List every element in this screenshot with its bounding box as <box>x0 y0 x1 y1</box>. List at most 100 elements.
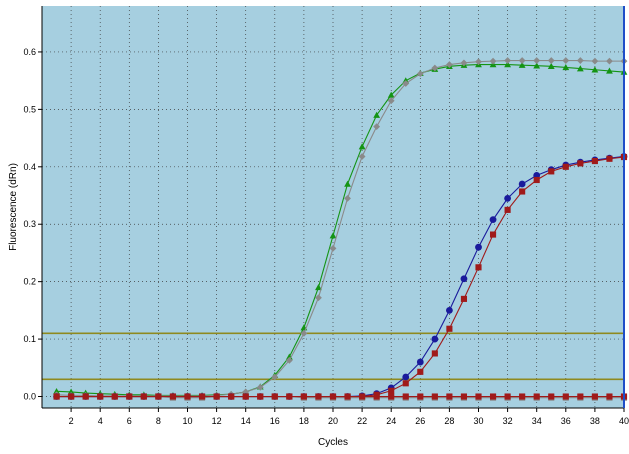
series-line <box>56 60 624 397</box>
data-point <box>198 393 206 400</box>
data-point <box>562 57 570 64</box>
data-point <box>591 393 598 400</box>
data-point <box>606 155 613 162</box>
data-point <box>519 188 526 195</box>
data-point <box>504 61 511 68</box>
data-point <box>286 393 293 400</box>
data-point <box>518 61 526 68</box>
data-point <box>271 373 279 381</box>
series-6 <box>53 393 628 400</box>
x-tick-label: 26 <box>415 416 425 426</box>
data-point <box>402 380 409 387</box>
data-point <box>591 66 599 73</box>
data-point <box>67 388 75 395</box>
data-point <box>591 57 599 65</box>
data-point <box>315 393 322 400</box>
data-point <box>402 393 409 400</box>
data-point <box>256 383 264 391</box>
data-point <box>242 393 249 400</box>
data-point <box>460 393 468 400</box>
data-point <box>446 61 453 68</box>
data-point <box>140 393 147 400</box>
data-point <box>97 393 104 400</box>
data-point <box>169 393 177 400</box>
data-point <box>358 143 366 150</box>
y-tick-label: 0.1 <box>23 334 36 344</box>
data-point <box>388 387 395 394</box>
data-point <box>417 368 424 375</box>
data-point <box>446 393 453 400</box>
data-point <box>126 393 133 400</box>
data-point <box>387 91 395 98</box>
data-point <box>155 393 162 400</box>
data-point <box>300 393 307 400</box>
y-axis-title: Fluorescence (dRn) <box>8 163 19 251</box>
data-point <box>489 231 497 238</box>
x-tick-label: 16 <box>270 416 280 426</box>
x-tick-label: 32 <box>503 416 513 426</box>
y-tick-label: 0.0 <box>23 392 36 402</box>
data-point <box>460 295 468 302</box>
data-point <box>387 97 395 105</box>
data-point <box>68 393 75 400</box>
data-point <box>533 57 541 64</box>
data-point <box>402 80 410 87</box>
data-point <box>344 194 351 202</box>
data-point <box>431 64 439 72</box>
y-tick-label: 0.2 <box>23 277 36 287</box>
data-point <box>548 168 555 175</box>
data-point <box>315 294 322 302</box>
x-tick-label: 38 <box>590 416 600 426</box>
x-tick-label: 4 <box>98 416 103 426</box>
data-point <box>373 393 380 400</box>
data-point <box>213 393 220 400</box>
x-tick-label: 10 <box>182 416 192 426</box>
x-tick-label: 40 <box>619 416 629 426</box>
data-point <box>285 356 293 364</box>
data-point <box>460 59 468 67</box>
data-point <box>504 393 511 400</box>
data-point <box>518 57 526 64</box>
y-tick-label: 0.3 <box>23 219 36 229</box>
data-point <box>416 70 424 78</box>
data-point <box>359 393 366 400</box>
data-point <box>576 57 584 64</box>
series-line <box>56 64 625 396</box>
data-point <box>489 216 497 224</box>
data-point <box>489 57 497 65</box>
data-point <box>431 393 438 400</box>
data-point <box>475 243 482 251</box>
y-tick-label: 0.5 <box>23 104 36 114</box>
data-point <box>489 393 497 400</box>
data-point <box>417 393 424 400</box>
x-tick-label: 6 <box>127 416 132 426</box>
x-tick-label: 12 <box>212 416 222 426</box>
y-tick-label: 0.4 <box>23 162 36 172</box>
data-point <box>562 393 569 400</box>
data-point <box>82 393 89 400</box>
data-point <box>533 176 540 184</box>
x-tick-label: 34 <box>532 416 542 426</box>
data-point <box>460 275 468 283</box>
data-point <box>184 393 191 400</box>
data-point <box>431 335 439 343</box>
x-tick-label: 8 <box>156 416 161 426</box>
x-tick-label: 18 <box>299 416 309 426</box>
data-point <box>344 393 351 400</box>
data-point <box>228 393 235 400</box>
data-point <box>388 393 395 400</box>
data-point <box>446 325 453 332</box>
y-tick-label: 0.6 <box>23 47 36 57</box>
data-point <box>300 329 308 337</box>
x-tick-label: 2 <box>69 416 74 426</box>
data-point <box>504 206 511 213</box>
data-point <box>344 180 351 187</box>
data-point <box>504 194 511 202</box>
data-point <box>475 58 482 66</box>
data-point <box>475 393 482 400</box>
x-axis-title: Cycles <box>318 437 348 448</box>
data-point <box>373 111 381 118</box>
x-tick-label: 30 <box>473 416 483 426</box>
